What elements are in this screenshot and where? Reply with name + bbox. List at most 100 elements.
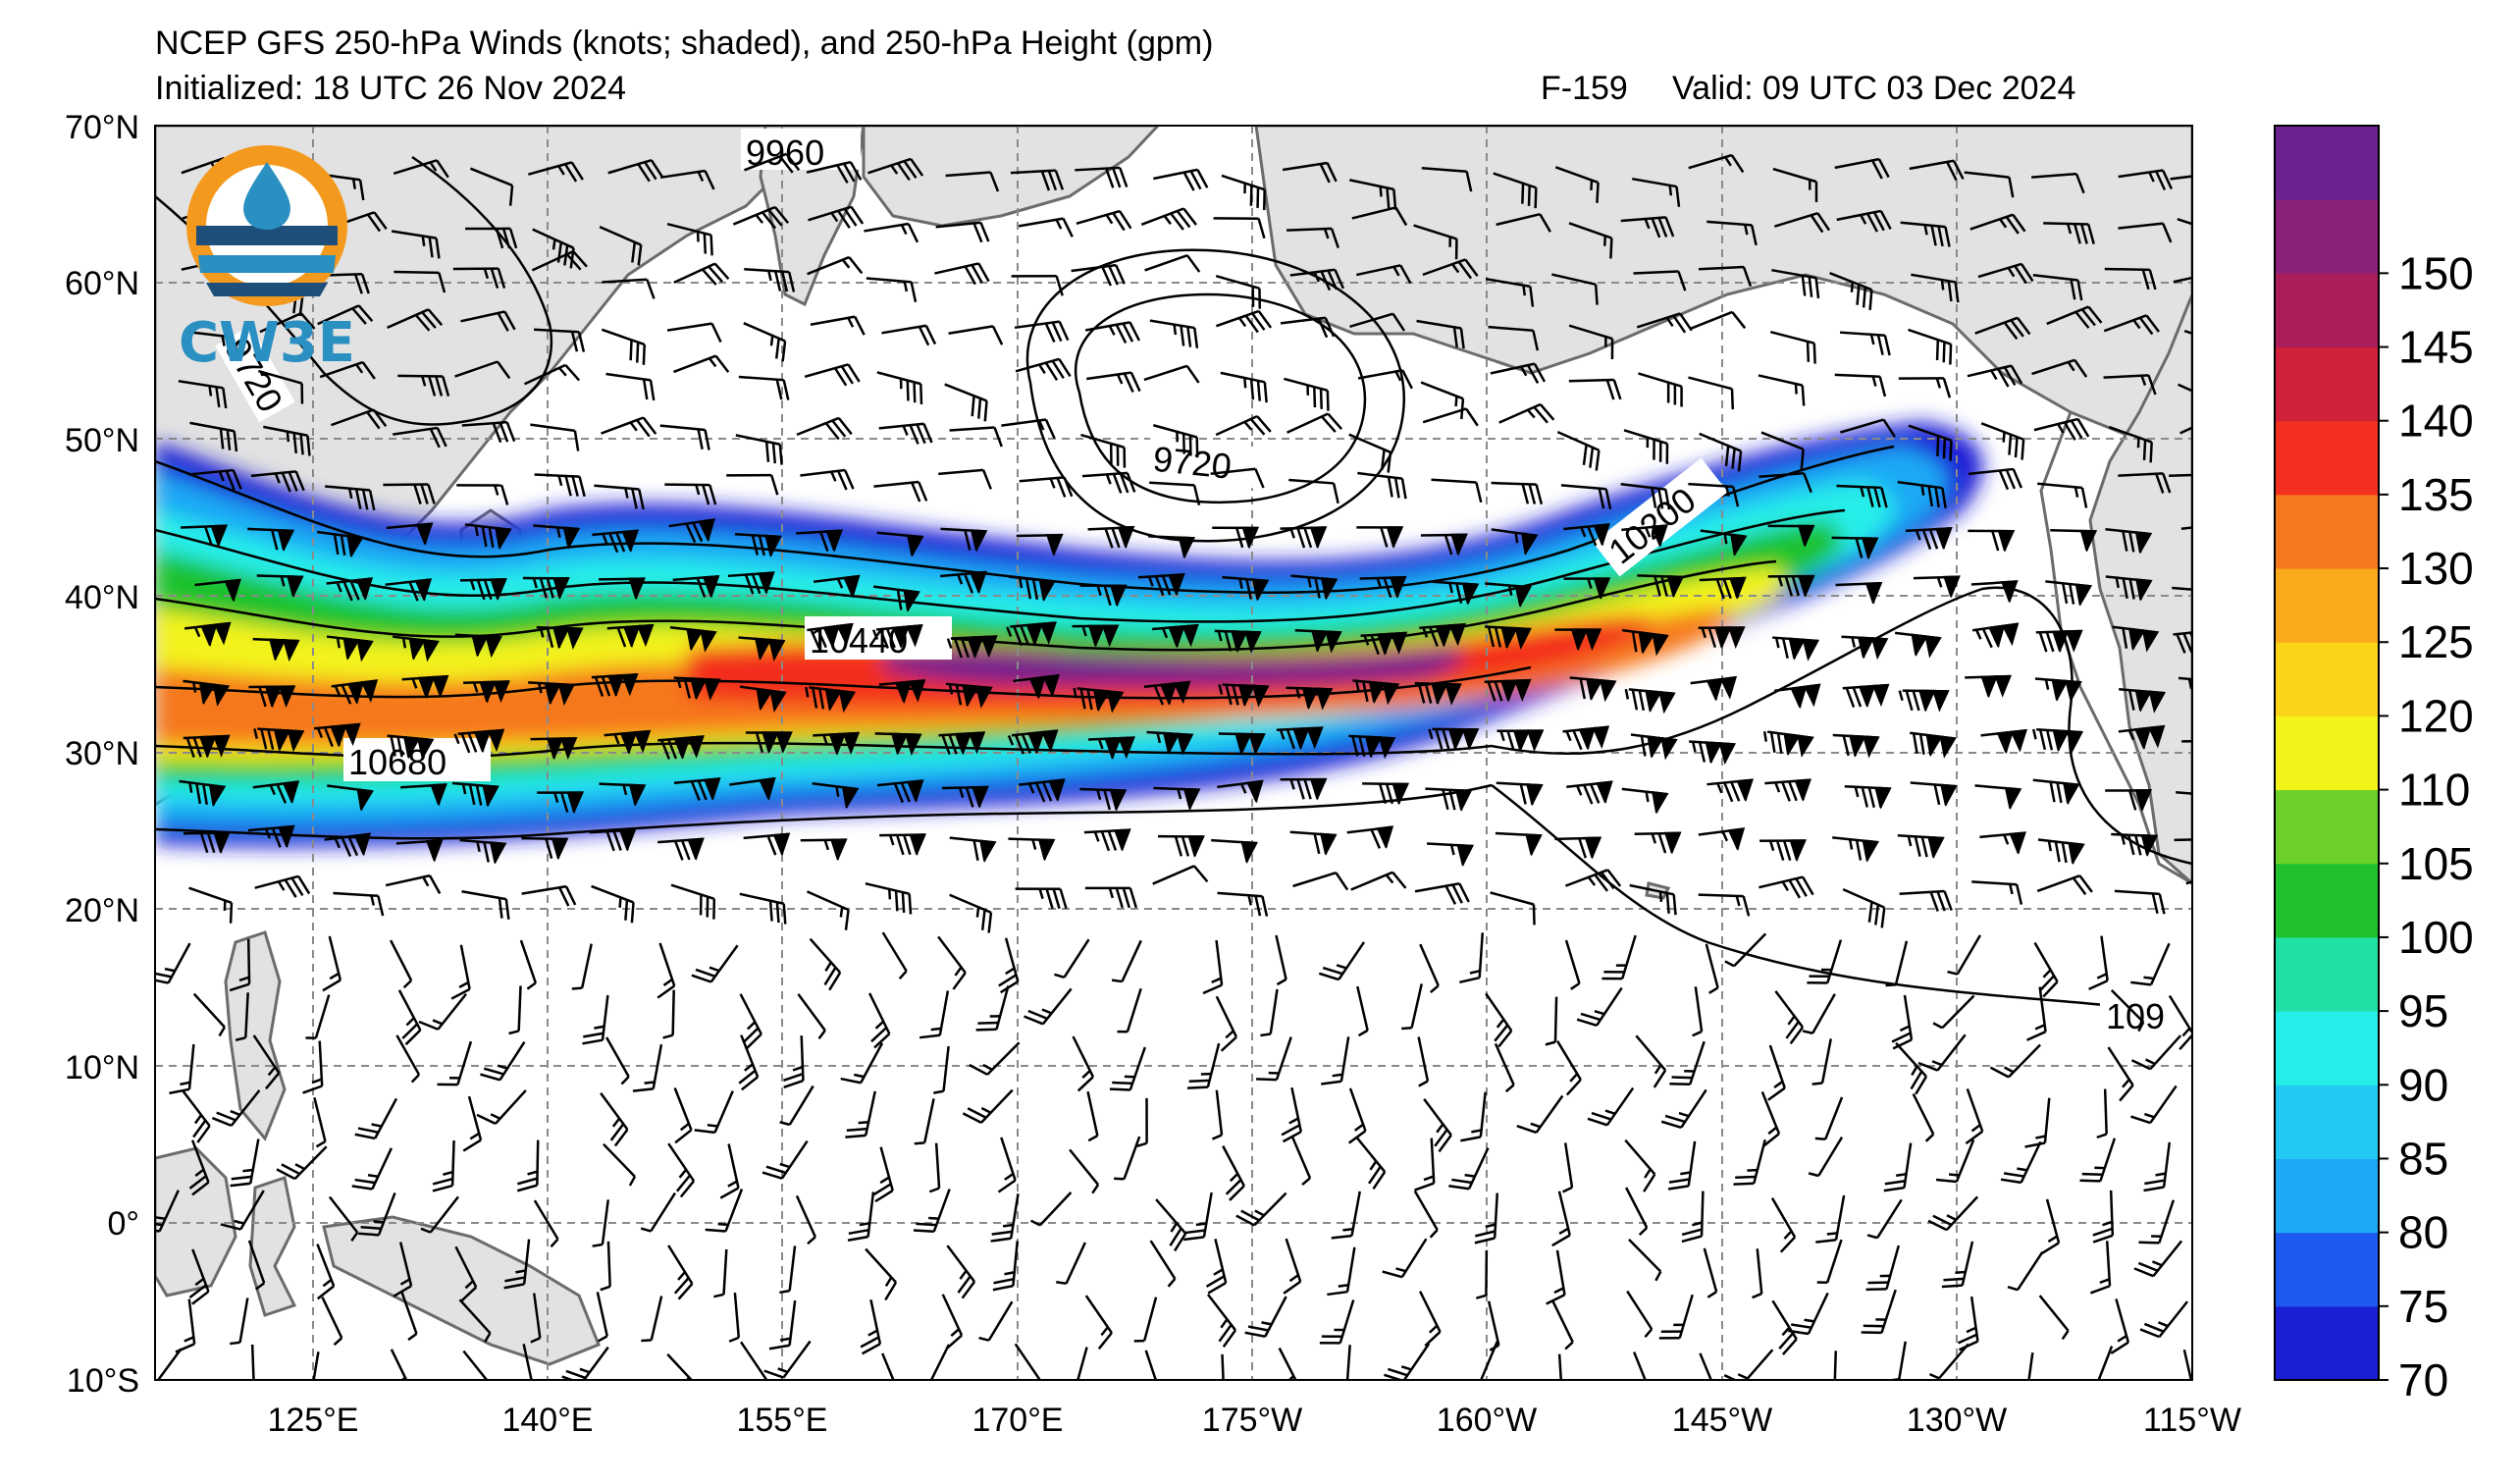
wind-barb xyxy=(1474,1192,1499,1245)
wind-barb xyxy=(531,249,588,272)
colorbar-frame xyxy=(2274,125,2380,1381)
wind-barb xyxy=(1290,574,1339,601)
wind-barb xyxy=(668,518,715,544)
wind-barb xyxy=(1072,624,1120,648)
wind-barb xyxy=(183,734,231,759)
wind-barb xyxy=(1256,1036,1292,1082)
colorbar-tick-label: 75 xyxy=(2398,1281,2448,1332)
wind-barb xyxy=(934,262,990,286)
wind-barb xyxy=(745,731,793,755)
colorbar-segment xyxy=(2275,568,2379,643)
wind-barb xyxy=(990,1193,1020,1243)
wind-barb xyxy=(1634,831,1682,855)
wind-barb xyxy=(183,679,231,707)
wind-barb xyxy=(2034,677,2082,703)
wind-barb xyxy=(673,777,721,801)
wind-barb xyxy=(1554,836,1602,860)
wind-barb xyxy=(1357,471,1407,500)
wind-barb xyxy=(807,255,864,276)
wind-barb xyxy=(383,483,436,504)
wind-barb xyxy=(705,1189,744,1233)
colorbar-segment xyxy=(2275,1011,2379,1086)
wind-barb xyxy=(456,484,509,505)
wind-barb xyxy=(1968,467,2023,491)
wind-barb xyxy=(1624,1187,1649,1237)
wind-barb xyxy=(1349,179,1397,210)
wind-barb xyxy=(2118,222,2173,243)
wind-barb xyxy=(673,354,730,374)
wind-barb xyxy=(1087,525,1135,550)
wind-barb xyxy=(1569,676,1617,703)
wind-barb xyxy=(605,372,656,401)
wind-barb xyxy=(393,159,449,179)
wind-barb xyxy=(591,884,635,924)
wind-barb xyxy=(1356,985,1369,1037)
wind-barb xyxy=(1692,986,1704,1037)
wind-barb xyxy=(1080,433,1127,468)
wind-barb xyxy=(878,422,933,445)
wind-barb xyxy=(2103,314,2160,336)
wind-barb xyxy=(1359,575,1407,599)
wind-barb xyxy=(1660,1088,1707,1130)
wind-barb xyxy=(1554,628,1602,652)
wind-barb xyxy=(1427,842,1475,867)
wind-barb xyxy=(978,1300,1014,1342)
logo-text: CW3E xyxy=(179,311,355,375)
wind-barb xyxy=(1448,1147,1490,1191)
wind-barb xyxy=(1346,825,1394,850)
wind-barb xyxy=(945,171,1000,192)
wind-barb xyxy=(881,931,908,980)
wind-barb xyxy=(948,325,1004,345)
wind-barb xyxy=(2168,994,2192,1051)
wind-barb xyxy=(1495,831,1543,857)
wind-barb xyxy=(1971,880,2023,905)
wind-barb xyxy=(230,1139,260,1188)
colorbar-tick-label: 105 xyxy=(2398,838,2474,889)
wind-barb xyxy=(1968,529,2016,553)
wind-barb xyxy=(1413,1190,1439,1239)
wind-barb xyxy=(462,1350,494,1380)
wind-barb xyxy=(1621,524,1668,548)
wind-barb xyxy=(2043,222,2095,244)
wind-barb xyxy=(1913,575,1961,599)
wind-barb xyxy=(872,1146,894,1203)
wind-barb xyxy=(1706,220,1758,246)
wind-barb xyxy=(2138,1199,2176,1245)
wind-barb xyxy=(1143,364,1200,384)
wind-barb xyxy=(2000,1140,2042,1185)
wind-barb xyxy=(1631,177,1681,207)
wind-barb xyxy=(1815,1194,1846,1244)
wind-barb xyxy=(252,1034,281,1090)
wind-barb xyxy=(1007,729,1059,755)
wind-barb xyxy=(2032,274,2083,301)
wind-barb xyxy=(452,267,506,290)
colorbar-segment xyxy=(2275,863,2379,938)
wind-barb xyxy=(1624,1139,1656,1192)
wind-barb xyxy=(1418,1291,1442,1348)
wind-barb xyxy=(1244,1296,1287,1338)
wind-barb xyxy=(1833,1351,1838,1380)
wind-barb xyxy=(524,363,581,386)
wind-barb xyxy=(1152,623,1199,649)
wind-barb xyxy=(945,682,993,709)
wind-barb xyxy=(744,152,801,174)
wind-barb xyxy=(1414,681,1462,706)
wind-barb xyxy=(1215,275,1262,309)
wind-barb xyxy=(719,1143,740,1199)
wind-barb xyxy=(229,938,251,992)
wind-barb xyxy=(1563,577,1611,601)
wind-barb xyxy=(2037,482,2088,508)
wind-barb xyxy=(640,1192,676,1233)
wind-barb xyxy=(2037,838,2085,866)
wind-barb xyxy=(395,839,444,863)
wind-barb xyxy=(946,1245,976,1299)
wind-barb xyxy=(2177,218,2192,235)
wind-barb xyxy=(1771,268,1820,299)
wind-barb xyxy=(865,881,913,915)
wind-barb xyxy=(387,734,435,761)
wind-barb xyxy=(2110,988,2145,1033)
wind-barb xyxy=(1770,1197,1797,1253)
wind-barb xyxy=(1280,777,1328,801)
wind-barb xyxy=(522,576,570,600)
wind-barb xyxy=(1155,1198,1187,1252)
